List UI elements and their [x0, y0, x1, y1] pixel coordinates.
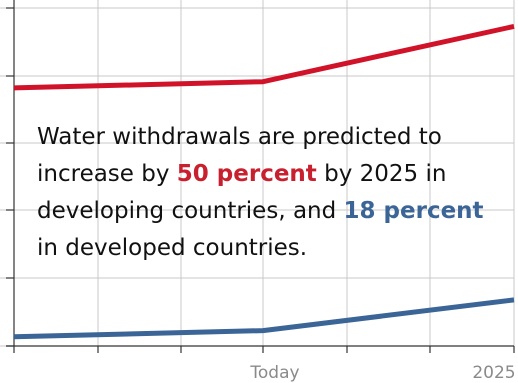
- chart-axes: [6, 0, 515, 353]
- annotation-text-3: in developed countries.: [37, 235, 308, 261]
- annotation-highlight-developed: 18 percent: [343, 198, 484, 224]
- x-tick-label-0: Today: [249, 363, 299, 383]
- annotation-highlight-developing: 50 percent: [176, 161, 317, 187]
- x-tick-labels: Today 2025: [249, 363, 515, 383]
- annotation-text-2: by 2025 in developing countries, and: [37, 161, 447, 224]
- series-line-0: [13, 23, 515, 91]
- series-line-1: [13, 297, 515, 340]
- annotation-text-1: Water withdrawals are predicted to incre…: [37, 124, 442, 187]
- x-tick-label-1: 2025: [472, 363, 515, 383]
- chart-series: [13, 23, 515, 340]
- chart-annotation: Water withdrawals are predicted to incre…: [37, 119, 507, 267]
